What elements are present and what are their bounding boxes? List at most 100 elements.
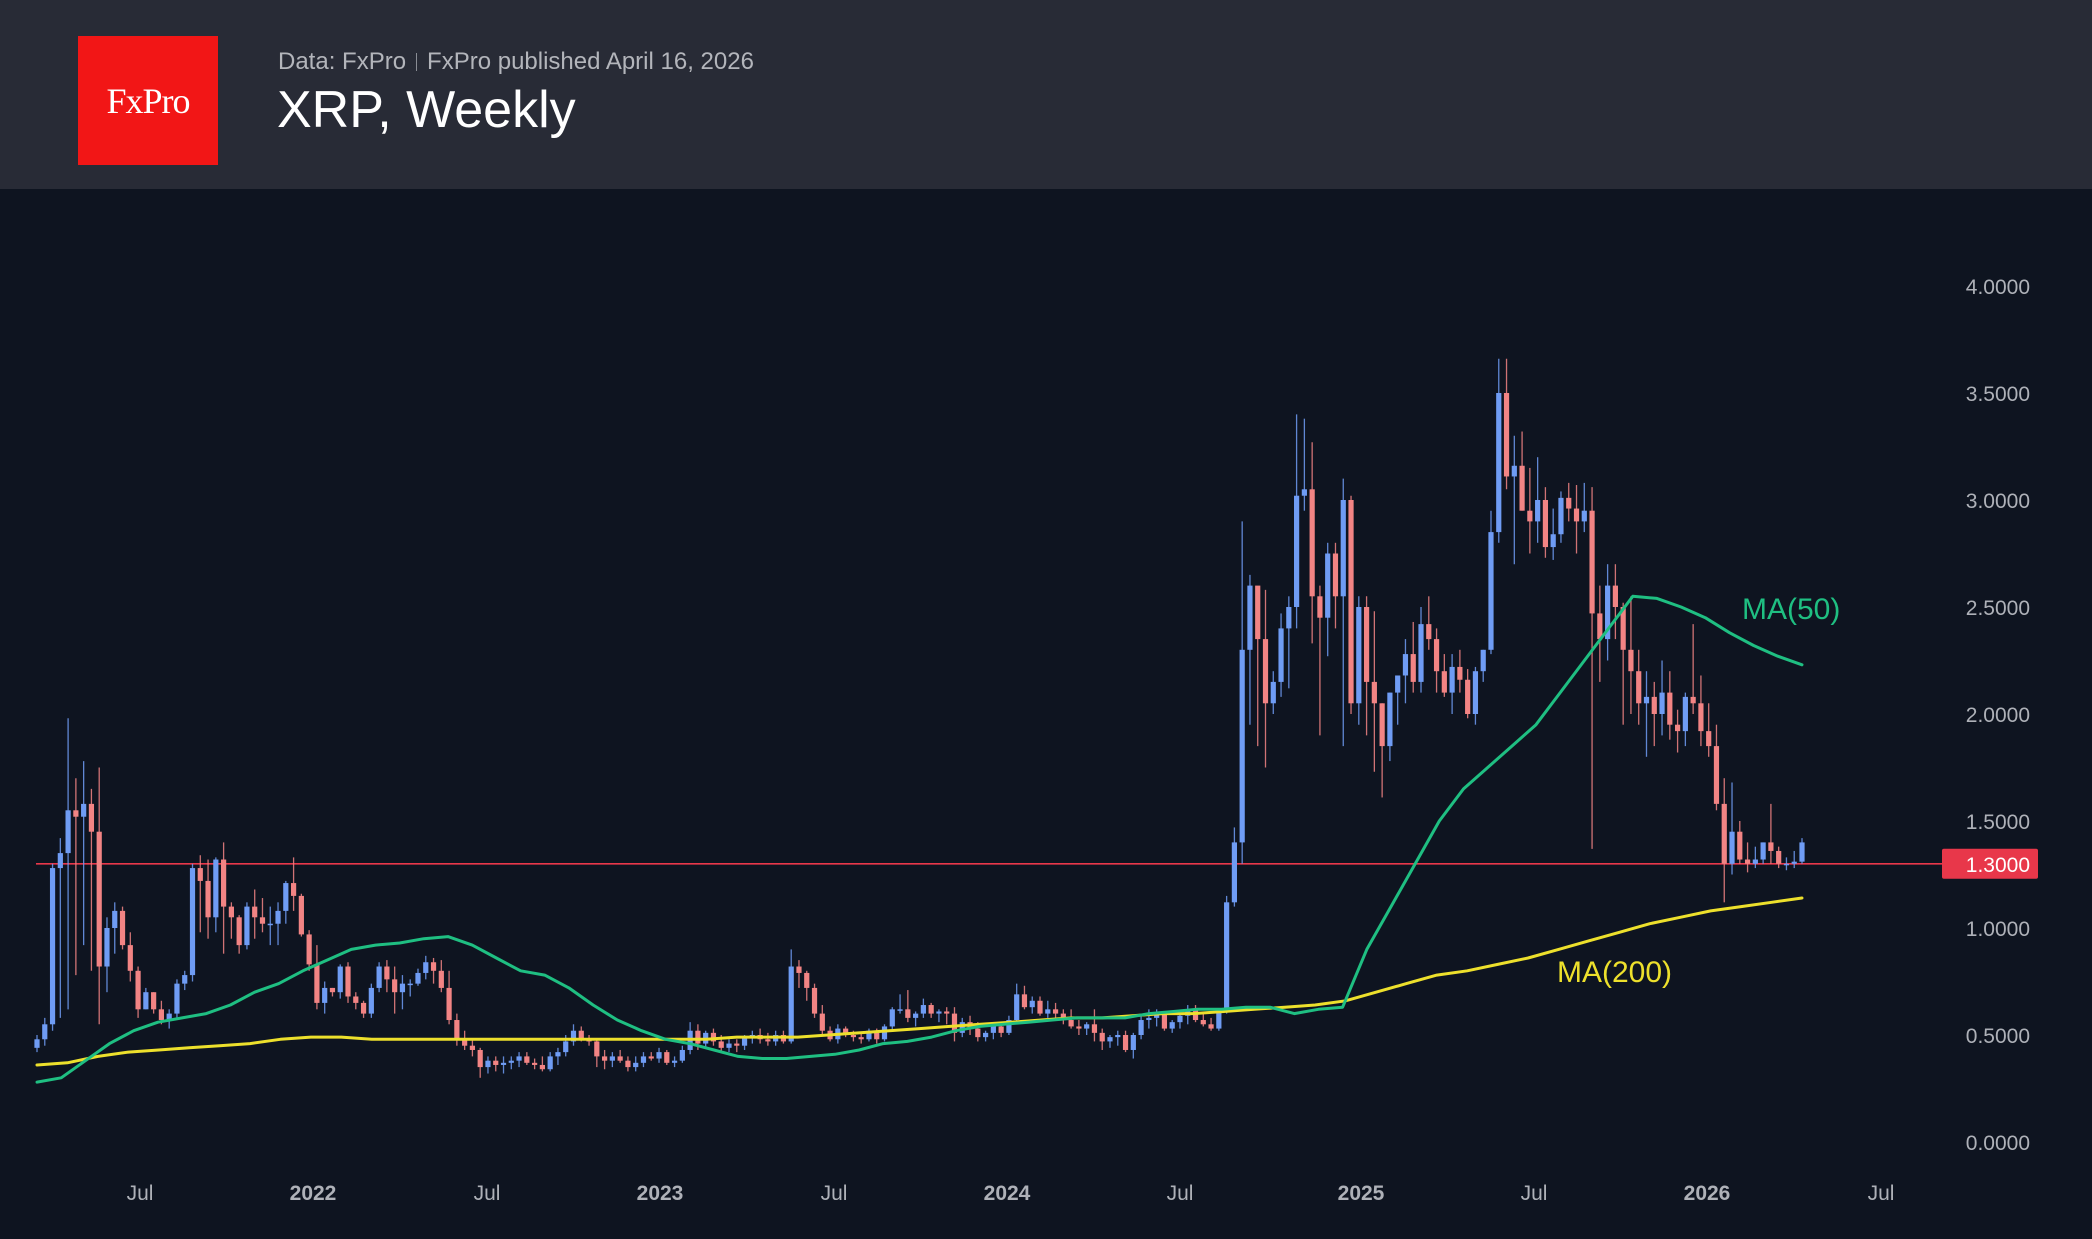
- candle: [1076, 1020, 1082, 1035]
- price-tag: [1942, 848, 2038, 879]
- candle: [244, 902, 250, 950]
- x-tick-label: 2024: [984, 1182, 1031, 1205]
- candle: [609, 1052, 615, 1068]
- candle: [368, 983, 374, 1018]
- candle: [1643, 671, 1650, 757]
- candle: [625, 1056, 631, 1072]
- candle: [88, 788, 95, 971]
- candle: [1122, 1030, 1129, 1053]
- x-tick-label: Jul: [127, 1182, 154, 1205]
- candle: [1060, 1009, 1066, 1025]
- candle: [648, 1052, 654, 1061]
- candle: [485, 1056, 491, 1074]
- candle: [290, 857, 297, 911]
- candle: [671, 1056, 678, 1068]
- y-tick-label: 1.5000: [1966, 811, 2030, 834]
- candle: [1208, 1017, 1214, 1031]
- candle: [205, 859, 211, 939]
- candle: [1348, 495, 1354, 714]
- candle: [1014, 983, 1020, 1025]
- ma200-label: MA(200): [1557, 956, 1672, 989]
- candle: [298, 893, 304, 937]
- candle: [1713, 724, 1720, 811]
- candle: [959, 1017, 965, 1038]
- candles: [34, 358, 1805, 1078]
- candle: [1566, 482, 1572, 522]
- candle: [1480, 649, 1486, 682]
- candle: [493, 1056, 499, 1072]
- candle: [570, 1024, 577, 1046]
- candle: [477, 1047, 483, 1078]
- candle: [1511, 435, 1517, 565]
- candle: [1294, 414, 1300, 629]
- candle: [135, 966, 141, 1018]
- y-tick-label: 3.5000: [1966, 383, 2030, 406]
- candle: [469, 1039, 476, 1057]
- candle: [143, 987, 149, 1010]
- candle: [664, 1049, 670, 1065]
- candlestick-chart-svg: 0.0000 0.5000 1.0000 1.5000 2.0000 2.5000 3.00…: [34, 276, 2038, 1205]
- candle: [392, 966, 398, 1014]
- candle: [1270, 671, 1276, 714]
- candle: [928, 1002, 934, 1018]
- candle: [601, 1049, 608, 1070]
- candle: [337, 964, 343, 999]
- candle: [49, 863, 56, 1031]
- candle: [726, 1039, 732, 1053]
- separator: [416, 53, 418, 71]
- candle: [174, 979, 180, 1018]
- candle: [1130, 1032, 1136, 1059]
- candle: [1690, 624, 1696, 714]
- candle: [1472, 666, 1479, 725]
- candle: [1029, 996, 1035, 1014]
- chart-header: FxPro Data: FxPro FxPro published April 1…: [0, 0, 2092, 189]
- candle: [1138, 1013, 1144, 1040]
- published-label: FxPro published April 16, 2026: [427, 48, 754, 75]
- candle: [182, 970, 188, 991]
- y-tick-label: 1.0000: [1966, 918, 2030, 941]
- candle: [73, 778, 79, 976]
- candle: [982, 1030, 989, 1042]
- candle: [1527, 467, 1533, 554]
- candle: [796, 960, 802, 988]
- candle: [236, 915, 242, 954]
- candle: [1791, 850, 1797, 869]
- candle: [1200, 1013, 1206, 1027]
- candle: [1589, 487, 1595, 849]
- x-tick-label: 2025: [1338, 1182, 1385, 1205]
- candle: [1597, 585, 1603, 682]
- candle: [1426, 596, 1432, 650]
- candle: [1659, 660, 1665, 736]
- ma-labels: MA(50) MA(200): [1557, 593, 1840, 989]
- candle: [275, 902, 281, 946]
- candle: [314, 945, 320, 1010]
- candle: [1542, 487, 1549, 558]
- candle: [1605, 564, 1611, 661]
- candle: [539, 1056, 545, 1072]
- candle: [1674, 709, 1681, 753]
- x-tick-label: 2022: [290, 1182, 337, 1205]
- chart-title: XRP, Weekly: [277, 81, 576, 139]
- candle: [1356, 596, 1362, 725]
- candle: [858, 1032, 864, 1044]
- fxpro-logo: FxPro: [78, 36, 218, 165]
- candle: [415, 968, 421, 986]
- candle: [345, 962, 351, 1003]
- candle: [1682, 692, 1688, 747]
- candle: [819, 1005, 825, 1035]
- candle: [765, 1032, 771, 1046]
- x-tick-label: Jul: [1521, 1182, 1548, 1205]
- candle: [500, 1056, 507, 1074]
- candle: [376, 962, 382, 993]
- y-axis: 0.0000 0.5000 1.0000 1.5000 2.0000 2.5000 3.00…: [1942, 276, 2038, 1155]
- candle: [1325, 542, 1331, 657]
- candle: [1612, 564, 1618, 640]
- candle: [633, 1056, 639, 1072]
- y-tick-label: 2.5000: [1966, 597, 2030, 620]
- candle: [1395, 675, 1401, 725]
- candle: [81, 761, 87, 946]
- candle: [881, 1024, 888, 1042]
- candle: [112, 902, 118, 954]
- candle: [454, 1013, 460, 1046]
- candle: [1363, 596, 1370, 736]
